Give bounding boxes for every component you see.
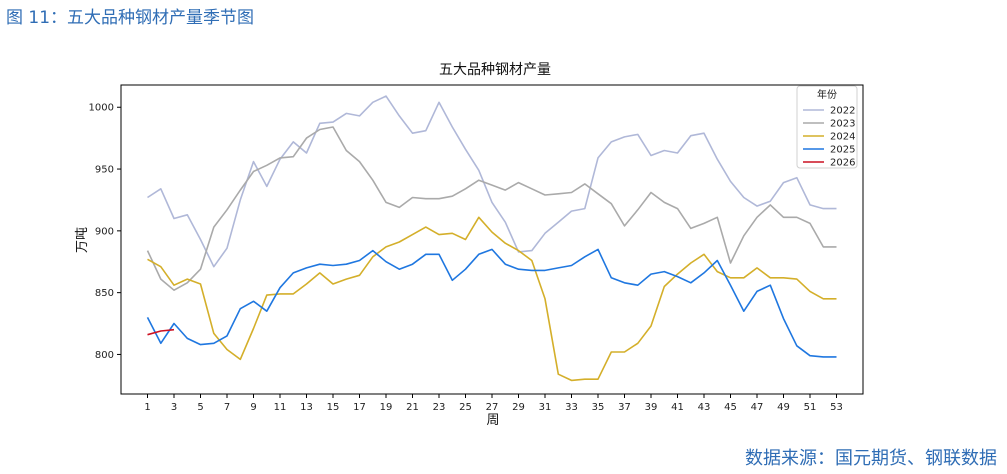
legend-box [796, 85, 858, 169]
x-tick-label: 37 [618, 402, 631, 413]
legend-entry-2025: 2025 [830, 145, 855, 156]
y-tick-label: 850 [95, 288, 114, 299]
x-tick-label: 41 [671, 402, 684, 413]
y-tick-label: 950 [95, 165, 114, 176]
x-tick-label: 23 [433, 402, 446, 413]
series-line-2026 [147, 328, 175, 336]
figure-caption: 图 11：五大品种钢材产量季节图 [6, 8, 255, 28]
x-tick-label: 45 [724, 402, 737, 413]
x-tick-label: 19 [380, 402, 393, 413]
series-line-2024 [147, 216, 837, 382]
chart-title: 五大品种钢材产量 [439, 62, 551, 78]
x-tick-label: 11 [274, 402, 287, 413]
plot-area-frame [120, 84, 864, 395]
legend-entry-2023: 2023 [830, 119, 855, 130]
series-line-2022 [147, 95, 837, 268]
x-tick-label: 5 [197, 402, 203, 413]
legend-entry-2022: 2022 [830, 106, 855, 117]
x-tick-label: 25 [459, 402, 472, 413]
x-tick-label: 33 [565, 402, 578, 413]
source-note: 数据来源：国元期货、钢联数据 [745, 448, 997, 469]
x-tick-label: 49 [777, 402, 790, 413]
x-tick-label: 17 [353, 402, 366, 413]
x-tick-label: 53 [830, 402, 843, 413]
x-tick-label: 35 [592, 402, 605, 413]
x-tick-label: 31 [539, 402, 552, 413]
x-tick-label: 47 [751, 402, 764, 413]
x-axis-label: 周 [486, 413, 499, 428]
x-tick-label: 39 [645, 402, 658, 413]
series-line-2023 [146, 126, 837, 292]
x-tick-label: 9 [250, 402, 256, 413]
y-tick-label: 900 [95, 226, 114, 237]
x-tick-label: 51 [804, 402, 817, 413]
series-line-2025 [146, 248, 837, 358]
legend: 年份 2022 2023 2024 2025 2026 [796, 85, 858, 169]
series-lines [146, 95, 837, 382]
y-tick-label: 800 [95, 350, 114, 361]
legend-title: 年份 [817, 88, 837, 101]
y-tick-label: 1000 [89, 103, 114, 114]
x-tick-label: 21 [406, 402, 419, 413]
x-tick-label: 7 [224, 402, 230, 413]
legend-entry-2024: 2024 [830, 132, 855, 143]
x-tick-label: 13 [300, 402, 313, 413]
x-tick-label: 1 [144, 402, 150, 413]
x-tick-label: 27 [486, 402, 499, 413]
legend-entry-2026: 2026 [830, 158, 855, 169]
y-axis-label: 万吨 [75, 227, 90, 253]
x-tick-label: 43 [698, 402, 711, 413]
x-tick-label: 15 [327, 402, 340, 413]
x-tick-label: 3 [171, 402, 177, 413]
x-tick-label: 29 [512, 402, 525, 413]
y-axis: 800 850 900 950 1000 [89, 103, 121, 361]
x-axis: 1 3 5 7 9 11 13 15 17 19 21 23 25 27 29 31 33 35 37 39 41 43 4… [144, 394, 843, 413]
